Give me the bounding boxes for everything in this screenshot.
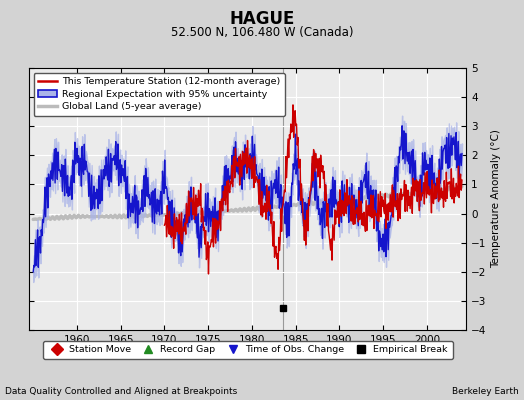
Legend: Station Move, Record Gap, Time of Obs. Change, Empirical Break: Station Move, Record Gap, Time of Obs. C… [42,341,453,359]
Legend: This Temperature Station (12-month average), Regional Expectation with 95% uncer: This Temperature Station (12-month avera… [34,73,285,116]
Text: Berkeley Earth: Berkeley Earth [452,387,519,396]
Text: Data Quality Controlled and Aligned at Breakpoints: Data Quality Controlled and Aligned at B… [5,387,237,396]
Y-axis label: Temperature Anomaly (°C): Temperature Anomaly (°C) [491,130,501,268]
Text: 52.500 N, 106.480 W (Canada): 52.500 N, 106.480 W (Canada) [171,26,353,39]
Text: HAGUE: HAGUE [230,10,294,28]
